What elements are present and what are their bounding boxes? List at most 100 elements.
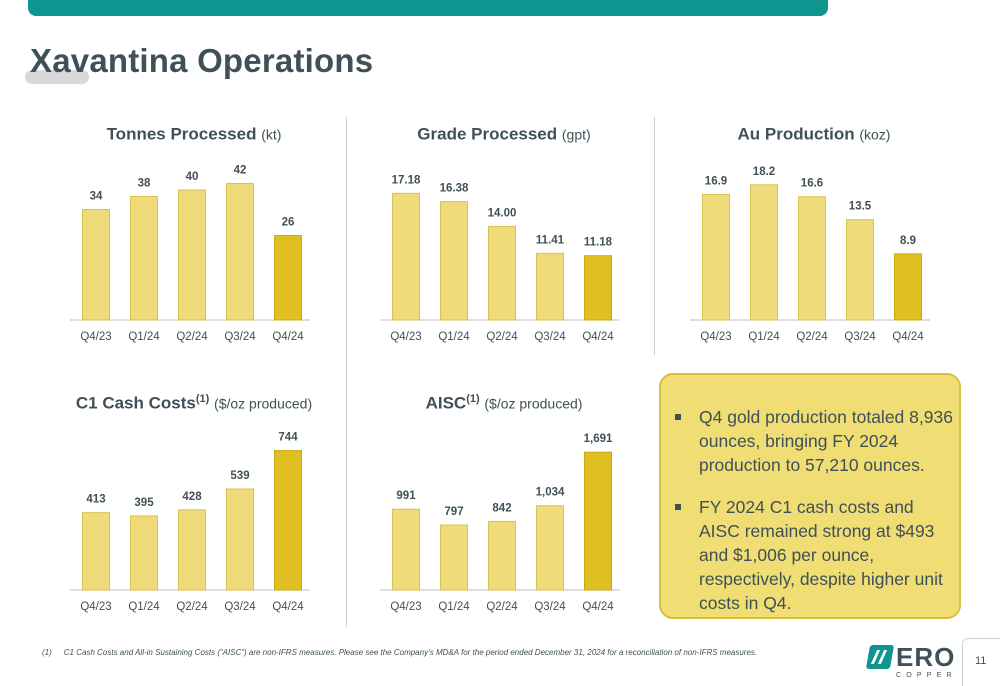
bar-value-label: 13.5 xyxy=(849,201,872,213)
x-tick-label: Q4/23 xyxy=(390,331,421,343)
x-tick-label: Q3/24 xyxy=(224,331,256,343)
chart-title: AISC(1) ($/oz produced) xyxy=(374,393,634,414)
chart-title-text: Au Production xyxy=(737,124,855,144)
bar-value-label: 16.38 xyxy=(440,183,469,195)
logo-mark-icon xyxy=(865,645,895,669)
highlights-list: Q4 gold production totaled 8,936 ounces,… xyxy=(675,405,955,633)
bar-q2-24 xyxy=(178,509,206,591)
x-tick-label: Q4/23 xyxy=(80,601,111,613)
ero-copper-logo: ERO COPPER xyxy=(865,642,960,682)
bar-q4-24 xyxy=(584,451,612,591)
bar-q4-24 xyxy=(584,255,612,321)
chart-title-unit: (gpt) xyxy=(561,126,591,143)
x-tick-label: Q3/24 xyxy=(844,331,876,343)
bar-value-label: 38 xyxy=(138,178,151,190)
bar-q1-24 xyxy=(440,524,468,591)
divider-right xyxy=(654,117,655,355)
highlight-item: FY 2024 C1 cash costs and AISC remained … xyxy=(675,495,955,615)
chart-plot: 991 Q4/23 797 Q1/24 842 Q2/24 1,034 Q3/24 1,691 Q… xyxy=(380,433,620,613)
chart-title-unit: ($/oz produced) xyxy=(214,395,313,412)
bar-value-label: 18.2 xyxy=(753,166,775,178)
bar-q2-24 xyxy=(488,520,516,591)
bar-value-label: 395 xyxy=(134,497,154,509)
chart-title: Tonnes Processed (kt) xyxy=(64,124,324,145)
bar-value-label: 797 xyxy=(444,506,463,518)
chart-title-sup: (1) xyxy=(195,393,210,405)
bar-q4-24 xyxy=(274,235,302,321)
bar-q3-24 xyxy=(846,219,874,321)
bar-value-label: 11.41 xyxy=(536,234,565,246)
chart-plot: 17.18 Q4/23 16.38 Q1/24 14.00 Q2/24 11.41 Q3/24… xyxy=(380,174,620,343)
x-tick-label: Q1/24 xyxy=(438,331,470,343)
x-tick-label: Q1/24 xyxy=(128,601,160,613)
chart-title-text: Grade Processed xyxy=(417,124,558,144)
chart-title-text: Tonnes Processed xyxy=(106,124,257,144)
highlight-item: Q4 gold production totaled 8,936 ounces,… xyxy=(675,405,955,477)
bar-q3-24 xyxy=(536,505,564,591)
chart-title-unit: (koz) xyxy=(859,126,891,143)
bar-value-label: 14.00 xyxy=(488,207,517,219)
bar-value-label: 428 xyxy=(182,491,202,503)
chart-plot: 34 Q4/23 38 Q1/24 40 Q2/24 42 Q3/24 26 Q4/24 xyxy=(70,165,310,343)
x-tick-label: Q1/24 xyxy=(128,331,160,343)
chart-title-unit: (kt) xyxy=(261,126,282,143)
bar-value-label: 1,691 xyxy=(584,433,613,445)
bar-value-label: 40 xyxy=(186,171,199,183)
x-tick-label: Q3/24 xyxy=(534,601,566,613)
chart-title-text: AISC xyxy=(425,393,467,413)
chart-grade-processed: Grade Processed (gpt) 17.18 Q4/23 16.38 Q1/… xyxy=(374,124,634,354)
bar-value-label: 34 xyxy=(90,191,103,203)
x-tick-label: Q4/24 xyxy=(272,601,304,613)
chart-aisc: AISC(1) ($/oz produced) 991 Q4/23 797 Q1/24… xyxy=(374,393,634,623)
bar-value-label: 17.18 xyxy=(392,174,421,186)
x-tick-label: Q2/24 xyxy=(176,601,208,613)
page-number: 11 xyxy=(975,655,987,667)
bar-q4-23 xyxy=(702,193,730,321)
chart-plot: 413 Q4/23 395 Q1/24 428 Q2/24 539 Q3/24 744 Q4/24 xyxy=(70,432,310,613)
x-tick-label: Q3/24 xyxy=(534,331,566,343)
footnote-mark: (1) xyxy=(42,648,52,657)
x-tick-label: Q4/23 xyxy=(80,331,111,343)
bar-q4-24 xyxy=(894,253,922,321)
bar-q1-24 xyxy=(750,184,778,321)
bar-value-label: 26 xyxy=(282,217,295,229)
chart-title: Au Production (koz) xyxy=(684,124,944,145)
page-number-box xyxy=(962,638,1000,686)
bar-value-label: 991 xyxy=(396,490,416,502)
footnote: (1) C1 Cash Costs and All-in Sustaining C… xyxy=(42,648,757,657)
logo-subtitle: COPPER xyxy=(896,672,957,679)
x-tick-label: Q4/24 xyxy=(582,331,614,343)
bullet-icon xyxy=(675,504,681,510)
highlight-text: Q4 gold production totaled 8,936 ounces,… xyxy=(699,407,953,475)
bar-value-label: 744 xyxy=(278,432,298,444)
bar-q3-24 xyxy=(536,252,564,321)
chart-title-text: C1 Cash Costs xyxy=(75,393,196,413)
bar-q2-24 xyxy=(178,189,206,321)
bar-q3-24 xyxy=(226,183,254,321)
bar-q1-24 xyxy=(440,201,468,321)
bar-value-label: 42 xyxy=(234,165,247,177)
x-tick-label: Q4/23 xyxy=(390,601,421,613)
chart-title: Grade Processed (gpt) xyxy=(374,124,634,145)
highlights-callout: Q4 gold production totaled 8,936 ounces,… xyxy=(659,373,961,619)
x-tick-label: Q1/24 xyxy=(748,331,780,343)
x-tick-label: Q2/24 xyxy=(486,331,518,343)
bar-q4-23 xyxy=(392,192,420,321)
divider-left xyxy=(346,117,347,627)
x-tick-label: Q1/24 xyxy=(438,601,470,613)
chart-c1-cash-costs: C1 Cash Costs(1) ($/oz produced) 413 Q4/2… xyxy=(64,393,324,623)
x-tick-label: Q3/24 xyxy=(224,601,256,613)
x-tick-label: Q4/24 xyxy=(582,601,614,613)
chart-au-production: Au Production (koz) 16.9 Q4/23 18.2 Q1/24 16… xyxy=(684,124,944,354)
bar-q4-23 xyxy=(82,209,110,321)
bar-q4-23 xyxy=(82,512,110,591)
bar-q1-24 xyxy=(130,515,158,591)
chart-title-unit: ($/oz produced) xyxy=(484,395,583,412)
bar-q4-23 xyxy=(392,508,420,591)
x-tick-label: Q4/23 xyxy=(700,331,731,343)
bar-q2-24 xyxy=(798,196,826,321)
x-tick-label: Q2/24 xyxy=(176,331,208,343)
bar-value-label: 16.9 xyxy=(705,175,727,187)
chart-title-sup: (1) xyxy=(466,393,480,405)
bar-value-label: 413 xyxy=(86,494,105,506)
